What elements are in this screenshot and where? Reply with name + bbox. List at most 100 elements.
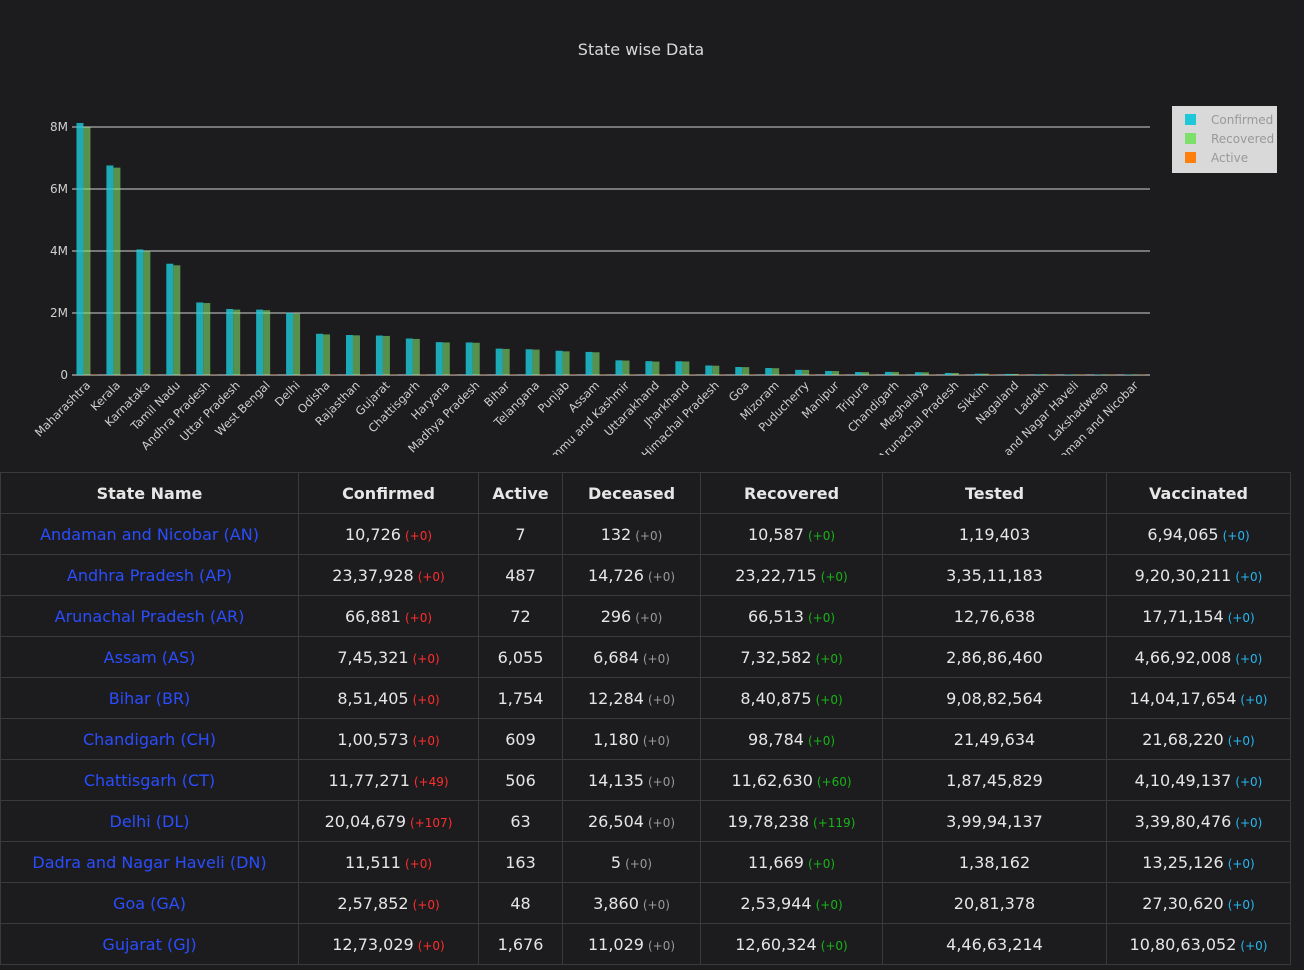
header-active[interactable]: Active bbox=[478, 472, 563, 514]
state-name-cell: Andaman and Nicobar (AN) bbox=[0, 513, 299, 555]
bar-confirmed bbox=[825, 370, 833, 375]
tested-cell: 21,49,634 bbox=[882, 718, 1107, 760]
bar-recovered bbox=[382, 335, 390, 375]
recovered-value: 66,513 bbox=[747, 606, 804, 626]
vaccinated-value: 4,10,49,137 bbox=[1134, 770, 1232, 790]
confirmed-value: 7,45,321 bbox=[337, 647, 409, 667]
confirmed-cell: 20,04,679 (+107) bbox=[298, 800, 479, 842]
confirmed-value: 20,04,679 bbox=[324, 811, 407, 831]
vaccinated-delta: (+0) bbox=[1227, 897, 1255, 912]
state-link[interactable]: Delhi (DL) bbox=[109, 811, 190, 831]
active-cell: 72 bbox=[478, 595, 563, 637]
bar-recovered bbox=[412, 338, 420, 375]
confirmed-delta: (+0) bbox=[417, 569, 445, 584]
tested-cell: 20,81,378 bbox=[882, 882, 1107, 924]
state-link[interactable]: Gujarat (GJ) bbox=[102, 934, 197, 954]
deceased-value: 6,684 bbox=[593, 647, 639, 667]
state-link[interactable]: Chattisgarh (CT) bbox=[83, 770, 216, 790]
state-link[interactable]: Andaman and Nicobar (AN) bbox=[40, 524, 259, 544]
recovered-delta: (+0) bbox=[820, 938, 848, 953]
vaccinated-delta: (+0) bbox=[1227, 733, 1255, 748]
confirmed-cell: 23,37,928 (+0) bbox=[298, 554, 479, 596]
state-link[interactable]: Chandigarh (CH) bbox=[82, 729, 217, 749]
deceased-delta: (+0) bbox=[635, 610, 663, 625]
deceased-value: 3,860 bbox=[593, 893, 639, 913]
legend-label[interactable]: Recovered bbox=[1211, 132, 1274, 146]
table-row: Goa (GA) 2,57,852 (+0) 48 3,860 (+0) 2,53,944(… bbox=[0, 882, 1291, 924]
legend-label[interactable]: Active bbox=[1211, 151, 1248, 165]
legend-label[interactable]: Confirmed bbox=[1211, 113, 1273, 127]
tested-cell: 9,08,82,564 bbox=[882, 677, 1107, 719]
recovered-delta: (+60) bbox=[816, 774, 852, 789]
x-tick-label: Punjab bbox=[535, 378, 572, 415]
header-deceased[interactable]: Deceased bbox=[562, 472, 701, 514]
chart-svg: State wise Data02M4M6M8MMaharashtraKeral… bbox=[0, 40, 1304, 465]
bar-confirmed bbox=[226, 308, 234, 375]
vaccinated-delta: (+0) bbox=[1240, 692, 1268, 707]
bar-recovered bbox=[472, 342, 480, 375]
vaccinated-delta: (+0) bbox=[1235, 774, 1263, 789]
bar-recovered bbox=[772, 368, 780, 375]
bar-active bbox=[928, 374, 936, 375]
vaccinated-delta: (+0) bbox=[1240, 938, 1268, 953]
bar-recovered bbox=[442, 342, 450, 375]
label-clip bbox=[0, 455, 1304, 465]
bar-confirmed bbox=[795, 369, 803, 375]
bar-confirmed bbox=[316, 333, 324, 375]
table-header-row: State Name Confirmed Active Deceased Rec… bbox=[0, 472, 1291, 514]
state-link[interactable]: Andhra Pradesh (AP) bbox=[66, 565, 233, 585]
bar-recovered bbox=[862, 372, 870, 375]
bar-active bbox=[1018, 374, 1026, 375]
active-value: 609 bbox=[505, 729, 536, 749]
bar-recovered bbox=[712, 365, 720, 375]
confirmed-value: 8,51,405 bbox=[337, 688, 409, 708]
header-tested[interactable]: Tested bbox=[882, 472, 1107, 514]
vaccinated-cell: 10,80,63,052 (+0) bbox=[1106, 923, 1291, 965]
state-link[interactable]: Assam (AS) bbox=[103, 647, 196, 667]
deceased-cell: 11,029 (+0) bbox=[562, 923, 701, 965]
state-link[interactable]: Arunachal Pradesh (AR) bbox=[54, 606, 245, 626]
deceased-delta: (+0) bbox=[625, 856, 653, 871]
bar-confirmed bbox=[735, 367, 743, 375]
vaccinated-cell: 17,71,154 (+0) bbox=[1106, 595, 1291, 637]
confirmed-cell: 10,726 (+0) bbox=[298, 513, 479, 555]
bar-confirmed bbox=[884, 371, 892, 375]
deceased-value: 11,029 bbox=[587, 934, 644, 954]
bar-recovered bbox=[652, 361, 660, 375]
recovered-delta: (+0) bbox=[807, 856, 836, 871]
active-value: 63 bbox=[510, 811, 531, 831]
bar-active bbox=[599, 374, 607, 375]
state-link[interactable]: Goa (GA) bbox=[113, 893, 186, 913]
bar-confirmed bbox=[1094, 374, 1102, 375]
vaccinated-value: 10,80,63,052 bbox=[1129, 934, 1237, 954]
bar-recovered bbox=[832, 371, 840, 375]
deceased-delta: (+0) bbox=[647, 569, 676, 584]
vaccinated-value: 13,25,126 bbox=[1142, 852, 1224, 872]
state-link[interactable]: Dadra and Nagar Haveli (DN) bbox=[32, 852, 267, 872]
confirmed-value: 66,881 bbox=[344, 606, 401, 626]
bar-confirmed bbox=[1124, 374, 1132, 375]
vaccinated-value: 27,30,620 bbox=[1142, 893, 1224, 913]
vaccinated-cell: 4,66,92,008 (+0) bbox=[1106, 636, 1291, 678]
header-confirmed[interactable]: Confirmed bbox=[298, 472, 479, 514]
recovered-value: 11,669 bbox=[747, 852, 804, 872]
state-link[interactable]: Bihar (BR) bbox=[108, 688, 191, 708]
recovered-cell: 8,40,875 (+0) bbox=[700, 677, 883, 719]
bar-confirmed bbox=[765, 368, 773, 375]
active-value: 1,676 bbox=[497, 934, 544, 954]
header-recovered[interactable]: Recovered bbox=[700, 472, 883, 514]
bar-recovered bbox=[532, 349, 540, 375]
bar-confirmed bbox=[106, 165, 114, 375]
bar-active bbox=[1078, 374, 1086, 375]
state-table: State Name Confirmed Active Deceased Rec… bbox=[0, 472, 1291, 965]
deceased-value: 14,726 bbox=[587, 565, 644, 585]
deceased-value: 12,284 bbox=[587, 688, 644, 708]
header-vaccinated[interactable]: Vaccinated bbox=[1106, 472, 1291, 514]
bar-confirmed bbox=[555, 350, 563, 375]
active-cell: 6,055 bbox=[478, 636, 563, 678]
bar-recovered bbox=[891, 371, 899, 375]
bar-confirmed bbox=[405, 338, 413, 375]
header-state-name[interactable]: State Name bbox=[0, 472, 299, 514]
bar-recovered bbox=[323, 334, 331, 375]
bar-recovered bbox=[592, 352, 600, 375]
